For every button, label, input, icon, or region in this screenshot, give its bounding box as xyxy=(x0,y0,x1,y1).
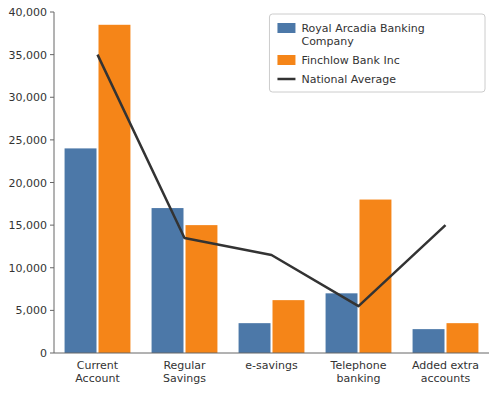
chart: 0 5,000 10,000 15,000 20,000 25,000 30,000 35,0… xyxy=(0,0,499,395)
y-tick xyxy=(50,310,54,311)
text-line: Finchlow Bank Inc xyxy=(301,54,399,67)
x-tick-label: e-savings xyxy=(245,359,298,372)
y-tick xyxy=(50,97,54,98)
y-tick-label: 20,000 xyxy=(9,177,48,190)
y-tick xyxy=(50,12,54,13)
bar xyxy=(447,323,479,353)
x-tick-label: CurrentAccount xyxy=(75,359,120,385)
text-line: e-savings xyxy=(245,359,298,372)
y-tick xyxy=(50,353,54,354)
legend-label: Royal Arcadia BankingCompany xyxy=(301,22,424,48)
y-tick xyxy=(50,54,54,55)
bar xyxy=(152,208,184,353)
y-tick-label: 35,000 xyxy=(9,49,48,62)
y-tick xyxy=(50,182,54,183)
legend-box xyxy=(269,14,485,92)
text-line: Savings xyxy=(163,372,206,385)
bar xyxy=(360,200,392,353)
y-tick xyxy=(50,139,54,140)
bar xyxy=(239,323,271,353)
bar xyxy=(65,148,97,353)
bar xyxy=(273,300,305,353)
legend-label: Finchlow Bank Inc xyxy=(301,54,399,67)
text-line: Company xyxy=(301,35,354,48)
x-tick-label: Telephonebanking xyxy=(330,359,387,385)
legend-label: National Average xyxy=(301,73,396,86)
y-tick-label: 15,000 xyxy=(9,219,48,232)
text-line: National Average xyxy=(301,73,396,86)
y-axis-line xyxy=(54,12,55,353)
y-tick-label: 10,000 xyxy=(9,262,48,275)
y-tick-label: 30,000 xyxy=(9,91,48,104)
x-axis-line xyxy=(54,353,489,354)
legend: Royal Arcadia BankingCompany Finchlow Ban… xyxy=(269,14,485,92)
legend-item: Finchlow Bank Inc xyxy=(277,54,399,67)
legend-item: National Average xyxy=(277,73,396,86)
text-line: accounts xyxy=(421,372,471,385)
x-tick-label: Added extraaccounts xyxy=(412,359,479,385)
text-line: Current xyxy=(77,359,119,372)
text-line: Added extra xyxy=(412,359,479,372)
bar xyxy=(99,25,131,353)
x-axis: CurrentAccount RegularSavings e-savings Tel… xyxy=(75,359,479,385)
x-tick-label: RegularSavings xyxy=(163,359,206,385)
y-tick-label: 5,000 xyxy=(16,304,48,317)
legend-item: Royal Arcadia BankingCompany xyxy=(277,22,424,48)
text-line: Royal Arcadia Banking xyxy=(301,22,424,35)
text-line: banking xyxy=(336,372,380,385)
text-line: Account xyxy=(75,372,120,385)
legend-swatch xyxy=(277,23,295,33)
text-line: Telephone xyxy=(330,359,387,372)
y-tick-label: 0 xyxy=(40,347,47,360)
text-line: Regular xyxy=(163,359,206,372)
y-axis: 0 5,000 10,000 15,000 20,000 25,000 30,000 35,0… xyxy=(9,6,55,360)
legend-swatch xyxy=(277,55,295,65)
y-tick xyxy=(50,267,54,268)
legend-swatch xyxy=(277,78,295,81)
y-tick xyxy=(50,225,54,226)
y-tick-label: 25,000 xyxy=(9,134,48,147)
y-tick-label: 40,000 xyxy=(9,6,48,19)
bar xyxy=(413,329,445,353)
